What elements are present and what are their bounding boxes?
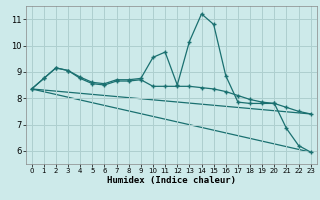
X-axis label: Humidex (Indice chaleur): Humidex (Indice chaleur) [107,176,236,185]
